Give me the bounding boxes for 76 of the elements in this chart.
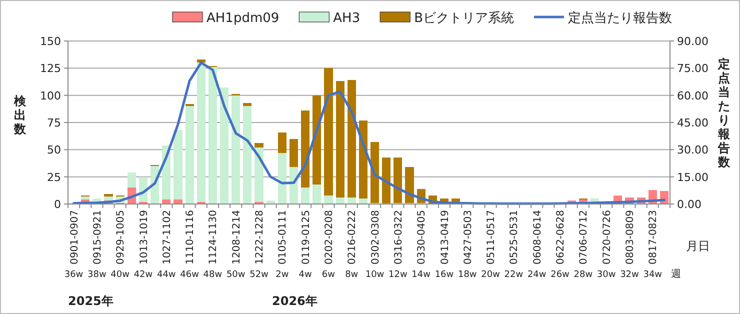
y-axis-title: 検出数	[13, 94, 27, 136]
x-tick-label: 0901-0907	[69, 210, 80, 265]
text: 26w	[550, 270, 570, 280]
x-tick-label: 1013-1019	[138, 210, 150, 265]
y-tick-label: 150	[40, 35, 61, 48]
x-tick-label: 0706-0712	[578, 210, 590, 265]
text: 14w	[412, 270, 431, 280]
y2-tick-label: 15.00	[677, 170, 708, 184]
text: 週	[670, 269, 681, 280]
text: 2026年	[272, 294, 318, 308]
x-tick-label: 0720-0726	[602, 210, 613, 265]
text: 46w	[180, 270, 199, 280]
y-tick-label: 125	[40, 62, 61, 76]
text: 10w	[365, 270, 384, 280]
y2-tick-label: 45.00	[677, 116, 708, 130]
text: 44w	[156, 270, 176, 280]
x-tick-label: 0330-0405	[416, 210, 428, 265]
y2-tick-label: 90.00	[677, 35, 708, 48]
text: 8w	[345, 270, 358, 280]
x-axis-title: 月日	[686, 239, 710, 253]
text: 52w	[250, 270, 268, 280]
text: 24w	[527, 270, 546, 280]
text: 4w	[298, 270, 312, 280]
y2-tick-label: 75.00	[677, 62, 708, 76]
text: 32w	[620, 270, 639, 280]
legend-label: Bビクトリア系統	[414, 11, 514, 26]
y-tick-label: 25	[47, 170, 61, 184]
legend-label: AH3	[333, 11, 360, 26]
x-tick-label: 0915-0921	[92, 210, 104, 265]
x-tick-label: 1027-1102	[162, 210, 173, 265]
y-tick-label: 75	[47, 116, 61, 130]
y-tick-label: 50	[47, 144, 61, 157]
x-tick-label: 0302-0308	[370, 210, 382, 265]
text: 2w	[276, 270, 289, 280]
text: 12w	[388, 270, 408, 280]
text: 36w	[64, 270, 84, 280]
x-tick-label: 1110-1116	[185, 210, 196, 265]
x-tick-label: 1222-1228	[254, 210, 266, 265]
x-tick-label: 0803-0809	[624, 210, 636, 265]
text: 28w	[574, 270, 593, 280]
x-tick-label: 0608-0614	[532, 210, 544, 265]
y2-tick-label: 60.00	[677, 89, 708, 102]
text: 42w	[134, 270, 153, 280]
x-tick-label: 0202-0208	[324, 210, 335, 265]
text: 48w	[203, 270, 222, 280]
text: 2025年	[68, 294, 114, 308]
legend-label: AH1pdm09	[206, 11, 280, 26]
x-tick-label: 0316-0322	[393, 210, 404, 265]
legend-label: 定点当たり報告数	[568, 11, 672, 26]
y2-tick-label: 30.00	[677, 144, 708, 157]
x-tick-label: 1208-1214	[231, 210, 242, 265]
text: 50w	[226, 270, 246, 280]
x-tick-label: 0929-1005	[116, 210, 127, 265]
y2-axis-title: 定点当たり報告数	[717, 57, 731, 169]
text: 34w	[643, 270, 662, 280]
x-tick-label: 0216-0222	[347, 210, 358, 265]
x-tick-label: 0105-0111	[278, 210, 289, 265]
y-tick-label: 0	[54, 198, 61, 211]
x-tick-label: 1124-1130	[208, 210, 220, 265]
y-tick-label: 100	[40, 89, 61, 102]
x-tick-label: 0427-0503	[462, 210, 474, 265]
x-tick-label: 0119-0125	[300, 210, 312, 265]
text: 16w	[434, 270, 454, 280]
text: 30w	[596, 270, 616, 280]
text: 22w	[504, 270, 524, 280]
x-tick-label: 0817-0823	[648, 210, 660, 265]
y2-tick-label: 0.00	[677, 198, 702, 211]
text: 38w	[88, 270, 106, 280]
text: 18w	[458, 270, 477, 280]
text: 20w	[481, 270, 500, 280]
x-tick-label: 0622-0628	[556, 210, 567, 265]
x-tick-label: 0525-0531	[509, 210, 520, 265]
x-tick-label: 0511-0517	[486, 210, 498, 265]
x-tick-label: 0413-0419	[440, 210, 451, 265]
text: 6w	[322, 270, 336, 280]
text: 40w	[110, 270, 130, 280]
